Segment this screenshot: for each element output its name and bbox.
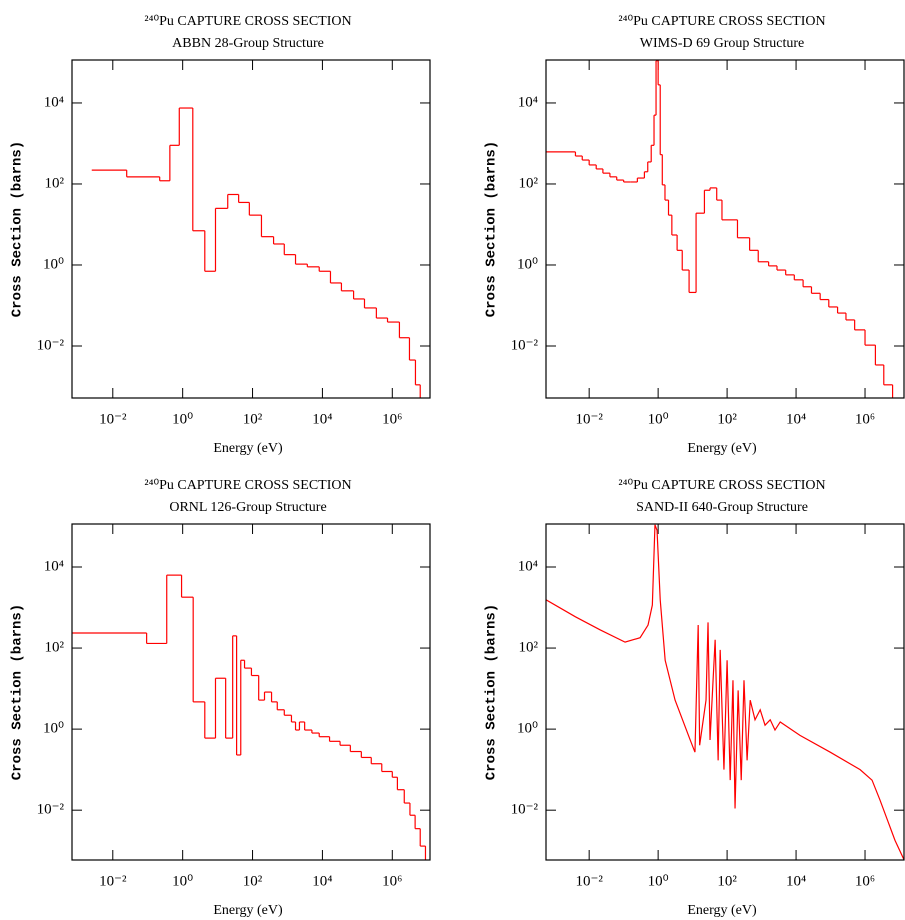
y-axis-label: Cross Section (barns) [10,604,26,780]
y-tick-label: 10⁰ [43,256,64,272]
x-tick-label: 10² [243,411,263,427]
y-tick-label: 10⁴ [44,94,64,110]
chart-title: ²⁴⁰Pu CAPTURE CROSS SECTION [144,478,351,493]
x-tick-label: 10⁻² [99,873,127,889]
x-tick-label: 10² [717,411,737,427]
plot-area [72,574,427,860]
y-tick-label: 10⁻² [511,802,539,818]
x-tick-label: 10⁴ [786,411,806,427]
plot-frame [71,59,431,399]
plot-frame [71,523,431,861]
x-tick-label: 10⁰ [172,873,193,889]
x-axis-label: Energy (eV) [213,441,283,456]
y-axis-label: Cross Section (barns) [484,141,500,317]
y-tick-label: 10⁰ [517,256,538,272]
x-tick-label: 10⁶ [382,873,402,889]
x-tick-label: 10² [717,873,737,889]
x-tick-label: 10⁻² [575,873,603,889]
y-tick-label: 10⁴ [518,94,538,110]
plot-frame [545,59,905,399]
x-tick-label: 10⁴ [312,411,332,427]
y-tick-label: 10² [519,639,539,655]
chart-panel: ²⁴⁰Pu CAPTURE CROSS SECTION WIMS-D 69 Gro… [484,14,905,456]
chart-panel: ²⁴⁰Pu CAPTURE CROSS SECTION SAND-II 640-G… [484,478,905,918]
chart-panel: ²⁴⁰Pu CAPTURE CROSS SECTION ABBN 28-Group… [10,14,431,456]
x-tick-label: 10⁴ [312,873,332,889]
series-line [546,524,904,860]
y-tick-label: 10⁻² [37,337,65,353]
y-tick-label: 10⁰ [43,721,64,737]
x-axis-label: Energy (eV) [213,903,283,918]
y-tick-label: 10⁴ [44,558,64,574]
y-tick-label: 10² [45,175,65,191]
chart-subtitle: ABBN 28-Group Structure [172,36,324,51]
x-tick-label: 10⁶ [855,411,875,427]
y-axis-label: Cross Section (barns) [484,604,500,780]
x-axis-label: Energy (eV) [687,903,757,918]
x-tick-label: 10⁶ [382,411,402,427]
y-tick-label: 10⁴ [518,558,538,574]
y-axis-label: Cross Section (barns) [10,141,26,317]
x-tick-label: 10⁶ [855,873,875,889]
chart-title: ²⁴⁰Pu CAPTURE CROSS SECTION [618,478,825,493]
chart-subtitle: WIMS-D 69 Group Structure [640,36,804,51]
x-axis-label: Energy (eV) [687,441,757,456]
plot-area [546,524,904,860]
x-tick-label: 10⁴ [786,873,806,889]
x-tick-label: 10⁰ [172,411,193,427]
chart-subtitle: SAND-II 640-Group Structure [636,500,808,515]
chart-panel: ²⁴⁰Pu CAPTURE CROSS SECTION ORNL 126-Grou… [10,478,431,918]
y-tick-label: 10⁰ [517,721,538,737]
chart-subtitle: ORNL 126-Group Structure [169,500,326,515]
x-tick-label: 10² [243,873,263,889]
x-tick-label: 10⁻² [99,411,127,427]
plot-area [546,60,894,398]
y-tick-label: 10⁻² [37,802,65,818]
plot-frame [545,523,905,861]
chart-title: ²⁴⁰Pu CAPTURE CROSS SECTION [618,14,825,29]
y-tick-label: 10² [45,639,65,655]
chart-title: ²⁴⁰Pu CAPTURE CROSS SECTION [144,14,351,29]
x-tick-label: 10⁰ [648,873,669,889]
plot-area [91,107,421,398]
x-tick-label: 10⁰ [648,411,669,427]
x-tick-label: 10⁻² [575,411,603,427]
y-tick-label: 10² [519,175,539,191]
y-tick-label: 10⁻² [511,337,539,353]
